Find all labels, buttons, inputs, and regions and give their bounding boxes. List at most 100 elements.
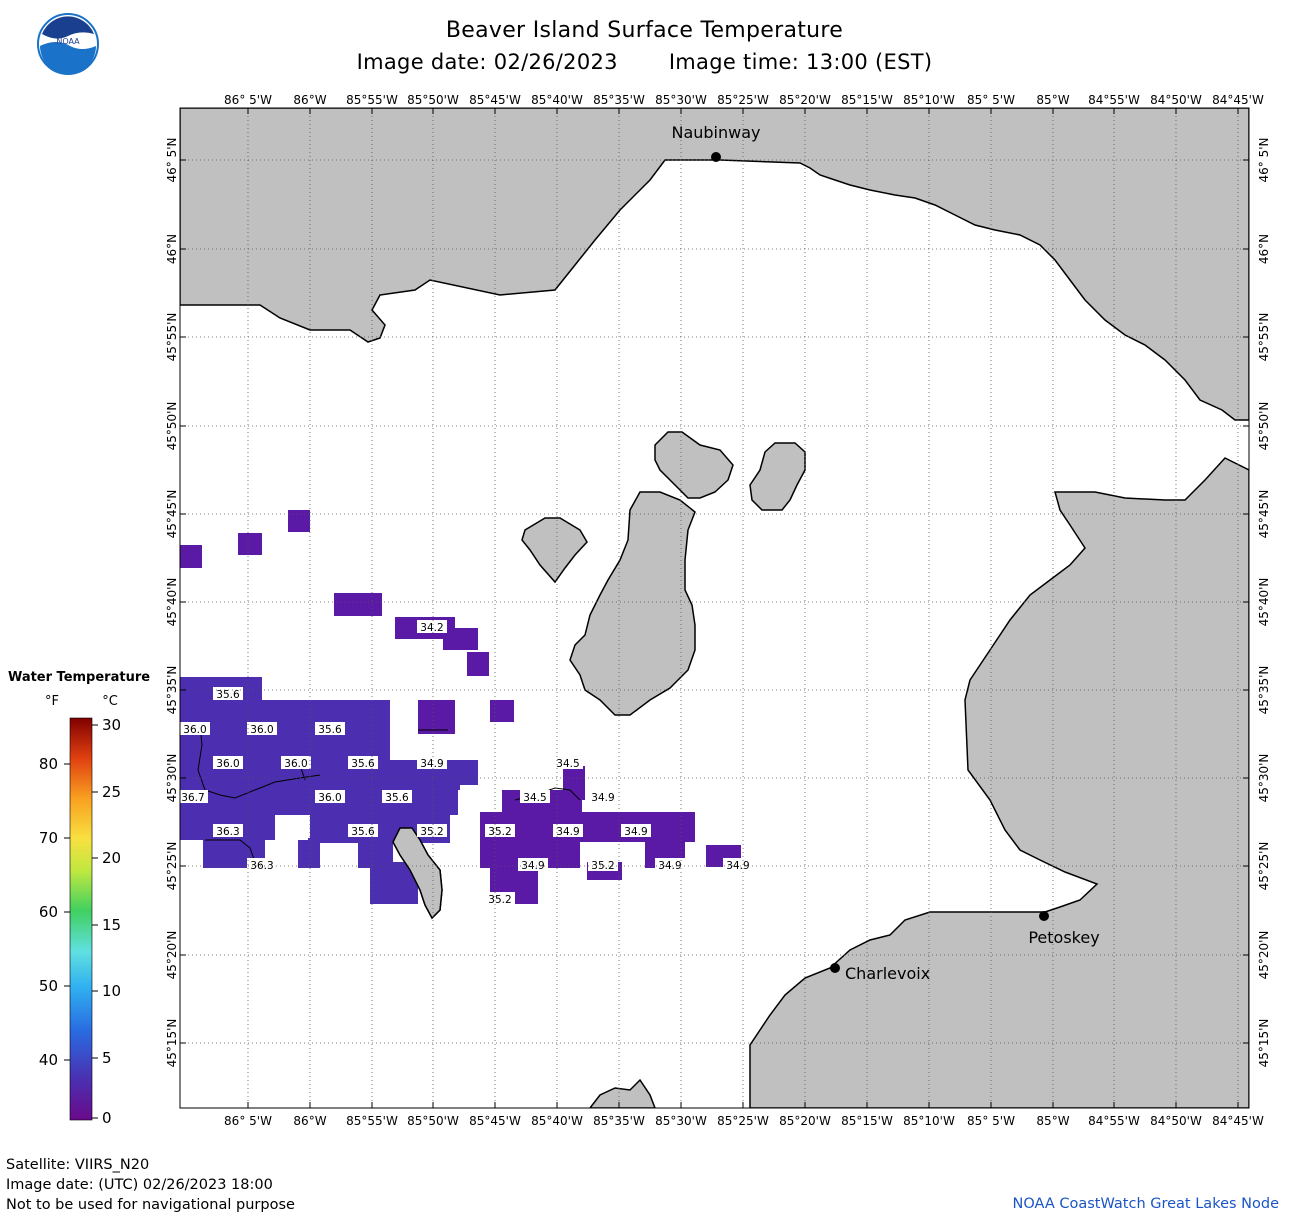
legend-c-label: 25 [102, 783, 121, 801]
temperature-label: 34.9 [420, 758, 443, 770]
temperature-label: 34.9 [658, 860, 681, 872]
temperature-label: 35.2 [488, 894, 511, 906]
lat-label-right: 45°30'N [1257, 754, 1271, 803]
lat-label-left: 45°45'N [165, 490, 179, 539]
temperature-label: 35.2 [420, 826, 443, 838]
lat-label-right: 46°N [1257, 234, 1271, 264]
lat-label-left: 45°50'N [165, 402, 179, 451]
temperature-label-bg [348, 824, 378, 837]
lat-label-right: 45°15'N [1257, 1019, 1271, 1068]
temperature-label: 35.6 [318, 724, 342, 736]
noaa-logo: NOAA [37, 13, 99, 75]
legend-f-label: 40 [39, 1051, 58, 1069]
lon-label-bottom: 85°55'W [346, 1114, 398, 1128]
lat-label-right: 45°45'N [1257, 490, 1271, 539]
temperature-label: 35.2 [591, 860, 614, 872]
temperature-cell [490, 700, 514, 722]
temperature-label-bg [417, 824, 447, 837]
lat-label-right: 46° 5'N [1257, 138, 1271, 183]
lon-label-bottom: 85° 5'W [967, 1114, 1015, 1128]
lat-label-left: 45°35'N [165, 666, 179, 715]
temperature-label-bg [553, 824, 583, 837]
image-time: Image time: 13:00 (EST) [668, 50, 933, 74]
legend-c-label: 10 [102, 982, 121, 1000]
map-subtitle: Image date: 02/26/2023 Image time: 13:00… [0, 50, 1289, 74]
lat-label-left: 45°20'N [165, 931, 179, 980]
temperature-label-bg [281, 756, 311, 769]
legend-c-label: 20 [102, 849, 121, 867]
temperature-label-bg [213, 756, 243, 769]
lat-label-right: 45°35'N [1257, 666, 1271, 715]
axis-ticks [180, 108, 1249, 1108]
temperature-label-bg [518, 858, 548, 871]
legend-f-label: 70 [39, 829, 58, 847]
temperature-label-bg [417, 756, 447, 769]
temperature-label: 35.6 [385, 792, 409, 804]
lat-label-right: 45°25'N [1257, 842, 1271, 891]
legend-f-label: 80 [39, 755, 58, 773]
temperature-label-bg [417, 620, 447, 633]
lat-label-right: 45°20'N [1257, 931, 1271, 980]
lat-label-left: 45°30'N [165, 754, 179, 803]
lon-label-bottom: 85°45'W [469, 1114, 521, 1128]
lon-label-top: 85°15'W [841, 93, 893, 107]
temperature-label: 36.3 [216, 826, 239, 838]
temperature-label: 35.6 [216, 689, 240, 701]
temperature-cell [298, 838, 320, 868]
land-south-islet [589, 1078, 656, 1108]
legend-c-label: 15 [102, 916, 121, 934]
footer-satellite: Satellite: VIIRS_N20 [6, 1157, 150, 1173]
lon-label-bottom: 85°10'W [903, 1114, 955, 1128]
footer-credit: NOAA CoastWatch Great Lakes Node [1012, 1196, 1279, 1212]
lon-label-bottom: 86°W [293, 1114, 326, 1128]
temperature-cell [238, 533, 262, 555]
temperature-cell [467, 652, 489, 676]
footer-utc-date: Image date: (UTC) 02/26/2023 18:00 [6, 1177, 273, 1193]
lon-label-bottom: 85°40'W [531, 1114, 583, 1128]
temperature-cell [480, 812, 695, 842]
temperature-cell [418, 700, 455, 734]
land-garden-island [654, 431, 734, 499]
lat-label-right: 45°40'N [1257, 578, 1271, 627]
place-charlevoix-label: Charlevoix [845, 964, 930, 983]
temperature-label: 35.6 [351, 758, 375, 770]
lat-label-left: 46° 5'N [165, 138, 179, 183]
image-date: Image date: 02/26/2023 [356, 50, 618, 74]
place-petoskey: Petoskey [1028, 911, 1100, 947]
legend-c-label: 30 [102, 716, 121, 734]
temperature-label: 36.0 [250, 724, 273, 736]
temperature-label-bg [485, 824, 515, 837]
temperature-label: 34.9 [726, 860, 749, 872]
land-high-island [749, 442, 806, 511]
temperature-label-bg [178, 790, 208, 803]
temperature-label-bg [723, 858, 753, 871]
lon-label-bottom: 84°45'W [1212, 1114, 1264, 1128]
lon-label-top: 86° 5'W [224, 93, 272, 107]
temperature-label: 36.0 [318, 792, 341, 804]
temperature-label-bg [382, 790, 412, 803]
temperature-label-bg [247, 722, 277, 735]
temperature-label-bg [485, 892, 515, 905]
temperature-label: 36.3 [250, 860, 273, 872]
temperature-label-bg [180, 722, 210, 735]
place-naubinway: Naubinway [671, 123, 761, 162]
lon-label-top: 85°30'W [655, 93, 707, 107]
lon-label-top: 85°W [1036, 93, 1069, 107]
lat-label-left: 45°40'N [165, 578, 179, 627]
lon-label-bottom: 85°20'W [779, 1114, 831, 1128]
no-data-cell [276, 815, 308, 840]
temperature-label: 36.0 [183, 724, 206, 736]
land-upper-peninsula [180, 108, 1249, 421]
temperature-label-bg [655, 858, 685, 871]
lon-label-top: 86°W [293, 93, 326, 107]
temperature-label: 34.5 [556, 758, 579, 770]
temperature-label-bg [247, 858, 277, 871]
temperature-label-bg [588, 790, 618, 803]
place-charlevoix: Charlevoix [830, 963, 930, 983]
temperature-label-bg [315, 722, 345, 735]
temperature-cell [334, 593, 382, 616]
legend-c-label: 5 [102, 1049, 112, 1067]
logo-text: NOAA [56, 37, 80, 46]
footer-disclaimer: Not to be used for navigational purpose [6, 1197, 295, 1213]
